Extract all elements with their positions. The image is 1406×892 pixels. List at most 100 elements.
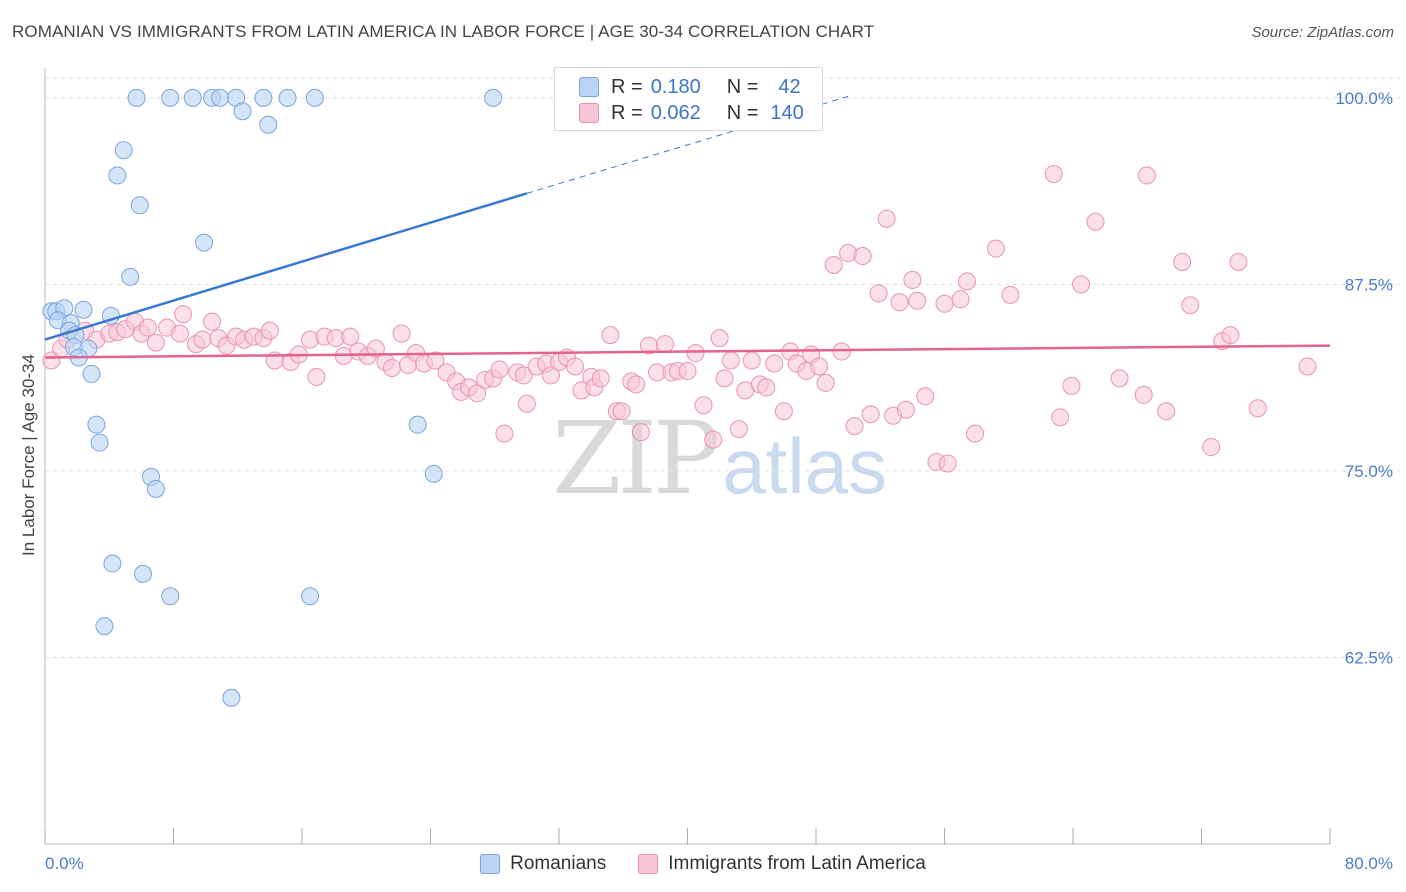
watermark: ZIPatlas bbox=[552, 400, 887, 517]
latin-america-point bbox=[951, 290, 970, 309]
latin-america-point bbox=[1229, 253, 1248, 271]
latin-america-point bbox=[193, 330, 212, 349]
x-tick-label: 0.0% bbox=[45, 854, 84, 873]
romanian-point bbox=[103, 554, 122, 573]
latin-america-point bbox=[686, 344, 705, 363]
latin-america-point bbox=[810, 357, 829, 376]
latin-america-point bbox=[426, 351, 445, 370]
latin-america-point bbox=[678, 361, 697, 380]
romanian-trend-line bbox=[44, 192, 528, 341]
romanian-point bbox=[127, 88, 146, 107]
romanian-point bbox=[121, 267, 140, 286]
legend-row-romanians: R = 0.180 N = 42 bbox=[579, 75, 801, 99]
latin-america-point bbox=[631, 423, 650, 442]
latin-america-point bbox=[986, 239, 1005, 258]
romanian-point bbox=[211, 88, 230, 107]
y-tick-label: 87.5% bbox=[1345, 275, 1393, 294]
latin-america-point bbox=[656, 335, 675, 354]
y-axis-label: In Labor Force | Age 30-34 bbox=[19, 354, 38, 556]
latin-america-point bbox=[861, 405, 880, 424]
romanian-point bbox=[259, 115, 278, 134]
latin-america-point bbox=[514, 366, 533, 385]
latin-america-point bbox=[1181, 296, 1200, 315]
latin-america-point bbox=[1086, 212, 1105, 231]
series-legend: Romanians Immigrants from Latin America bbox=[0, 853, 1406, 875]
watermark-zip: ZIP bbox=[552, 400, 720, 517]
latin-america-point bbox=[710, 329, 729, 348]
legend-item-romanians: Romanians bbox=[480, 853, 606, 875]
latin-america-point bbox=[957, 272, 976, 291]
latin-america-point bbox=[1298, 357, 1317, 376]
romanian-point bbox=[82, 364, 101, 383]
latin-america-point bbox=[694, 396, 713, 415]
romanian-point bbox=[408, 415, 427, 434]
latin-america-point bbox=[260, 321, 279, 340]
romanians-swatch bbox=[480, 854, 501, 874]
romanian-point bbox=[146, 479, 165, 498]
r-value: 0.062 bbox=[650, 101, 701, 124]
latin-america-point bbox=[966, 424, 985, 443]
latin-america-point bbox=[174, 305, 193, 324]
y-tick-label: 75.0% bbox=[1345, 462, 1393, 481]
latin-america-point bbox=[869, 284, 888, 303]
chart-title: ROMANIAN VS IMMIGRANTS FROM LATIN AMERIC… bbox=[12, 22, 875, 41]
latin-trend-line bbox=[44, 344, 1331, 359]
romanian-point bbox=[301, 587, 320, 606]
romanian-point bbox=[95, 617, 114, 636]
latin-america-point bbox=[729, 420, 748, 439]
x-tick-label: 80.0% bbox=[1345, 854, 1393, 873]
latin-america-point bbox=[517, 394, 536, 413]
latin-america-point bbox=[877, 209, 896, 228]
romanian-point bbox=[278, 88, 297, 107]
latin-america-point bbox=[490, 360, 509, 379]
latin-america-point bbox=[890, 293, 909, 312]
latin-america-point bbox=[704, 430, 723, 449]
latin-america-point bbox=[1202, 438, 1221, 457]
romanian-point bbox=[222, 688, 241, 707]
romanian-point bbox=[133, 564, 152, 583]
latin-america-point bbox=[138, 318, 157, 337]
latin-america-point bbox=[1134, 385, 1153, 404]
latin-america-point bbox=[307, 367, 326, 386]
latin-america-point bbox=[715, 369, 734, 388]
romanian-point bbox=[254, 88, 273, 107]
latin-america-point bbox=[1062, 376, 1081, 395]
latin-america-point bbox=[1044, 164, 1063, 183]
legend-item-latin: Immigrants from Latin America bbox=[638, 853, 926, 875]
romanian-point bbox=[114, 141, 133, 160]
romanians-swatch bbox=[579, 77, 599, 97]
latin-america-point bbox=[203, 312, 222, 331]
romanian-point bbox=[233, 102, 252, 121]
latin-america-point bbox=[1072, 275, 1091, 294]
legend-row-latin: R = 0.062 N = 140 bbox=[579, 101, 804, 125]
latin-america-point bbox=[1248, 399, 1267, 418]
latin-america-point bbox=[146, 333, 165, 352]
r-label: R = bbox=[611, 101, 643, 124]
n-value: 42 bbox=[778, 75, 801, 98]
y-tick-label: 62.5% bbox=[1345, 648, 1393, 667]
n-label: N = bbox=[726, 101, 759, 124]
r-label: R = bbox=[611, 75, 643, 98]
latin-america-point bbox=[468, 384, 487, 403]
watermark-atlas: atlas bbox=[722, 422, 888, 510]
latin-america-point bbox=[816, 373, 835, 392]
romanian-point bbox=[130, 196, 149, 215]
source-label: Source: ZipAtlas.com bbox=[1251, 24, 1394, 41]
latin-america-point bbox=[896, 400, 915, 419]
y-tick-label: 100.0% bbox=[1335, 89, 1393, 108]
latin-swatch bbox=[579, 103, 599, 123]
romanian-point bbox=[183, 88, 202, 107]
latin-america-point bbox=[1051, 408, 1070, 427]
latin-america-point bbox=[916, 387, 935, 406]
stats-legend: R = 0.180 N = 42 R = 0.062 N = 140 bbox=[554, 67, 823, 131]
latin-america-point bbox=[721, 351, 740, 370]
latin-america-point bbox=[903, 270, 922, 289]
latin-america-point bbox=[170, 324, 189, 343]
latin-america-point bbox=[392, 324, 411, 343]
axes bbox=[44, 68, 1331, 845]
latin-america-point bbox=[495, 424, 514, 443]
latin-america-point bbox=[601, 326, 620, 345]
gridlines bbox=[45, 77, 1400, 658]
latin-swatch bbox=[638, 854, 659, 874]
